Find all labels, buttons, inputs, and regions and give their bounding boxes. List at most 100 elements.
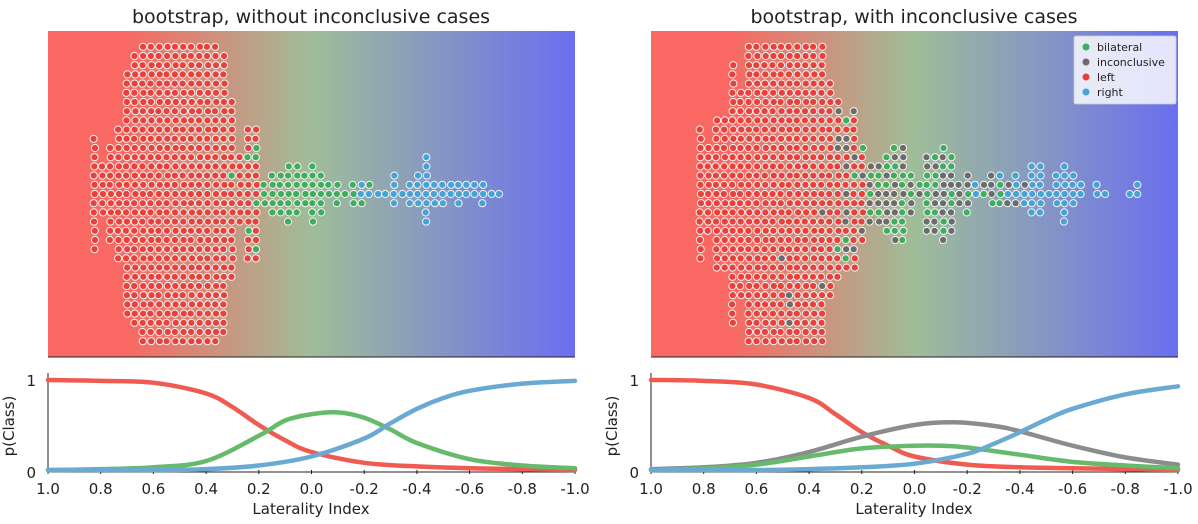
scatter-point-inconclusive (898, 143, 908, 153)
scatter-point-left (818, 51, 827, 61)
scatter-point-left (704, 171, 713, 180)
scatter-point-left (785, 263, 794, 272)
scatter-point-left (753, 51, 762, 61)
scatter-point-left (187, 61, 196, 70)
scatter-point-left (243, 125, 252, 134)
scatter-point-left (203, 199, 212, 208)
scatter-point-right (494, 189, 504, 199)
scatter-point-bilateral (930, 208, 940, 217)
scatter-point-left (695, 217, 704, 226)
scatter-point-left (187, 199, 196, 208)
scatter-point-bilateral (300, 180, 309, 189)
scatter-point-right (381, 189, 390, 199)
scatter-point-left (834, 217, 843, 226)
scatter-point-left (211, 88, 221, 97)
scatter-point-left (792, 309, 801, 318)
scatter-point-left (776, 162, 785, 171)
scatter-point-left (816, 272, 826, 281)
x-tick-label: 0.6 (141, 480, 165, 498)
scatter-point-left (195, 245, 204, 254)
scatter-point-left (131, 263, 140, 272)
scatter-point-left (776, 263, 786, 272)
scatter-point-left (761, 226, 770, 235)
scatter-point-left (728, 88, 737, 97)
scatter-point-left (712, 189, 721, 199)
scatter-point-left (122, 254, 131, 263)
scatter-point-left (801, 309, 811, 318)
scatter-point-left (737, 263, 746, 272)
scatter-point-left (801, 125, 810, 134)
scatter-point-left (761, 180, 770, 189)
scatter-point-left (760, 263, 769, 272)
scatter-point-left (98, 180, 107, 189)
scatter-point-left (736, 245, 746, 254)
scatter-point-left (810, 309, 819, 318)
scatter-point-bilateral (349, 189, 358, 199)
scatter-point-left (179, 327, 188, 337)
legend-label-inconclusive: inconclusive (1097, 56, 1165, 69)
scatter-point-right (1035, 208, 1045, 217)
scatter-point-left (203, 281, 212, 291)
scatter-point-left (825, 226, 834, 235)
scatter-point-bilateral (324, 189, 333, 199)
scatter-point-bilateral (357, 199, 366, 208)
scatter-point-left (728, 162, 737, 171)
scatter-point-left (179, 217, 188, 226)
scatter-point-left (752, 199, 761, 208)
scatter-point-left (203, 226, 212, 235)
scatter-point-left (800, 263, 810, 272)
scatter-point-left (800, 318, 810, 327)
scatter-point-left (849, 143, 859, 153)
scatter-point-left (695, 208, 704, 217)
scatter-point-right (422, 189, 431, 199)
scatter-point-bilateral (260, 189, 269, 199)
scatter-point-left (753, 153, 762, 162)
scatter-point-bilateral (996, 189, 1005, 199)
scatter-point-left (89, 208, 98, 217)
scatter-point-left (243, 189, 252, 199)
scatter-point-left (122, 88, 131, 97)
scatter-point-left (251, 254, 260, 263)
scatter-point-left (155, 70, 164, 79)
scatter-point-left (826, 162, 835, 171)
scatter-point-left (163, 51, 172, 61)
scatter-point-right (470, 180, 479, 189)
scatter-point-left (114, 245, 123, 254)
scatter-point-left (810, 226, 819, 235)
scatter-point-left (777, 107, 786, 116)
scatter-point-inconclusive (842, 208, 851, 217)
scatter-point-left (785, 162, 794, 171)
scatter-point-left (728, 309, 737, 318)
scatter-point-left (219, 134, 228, 143)
scatter-point-bilateral (252, 143, 261, 153)
scatter-point-left (704, 180, 713, 189)
scatter-point-left (704, 143, 713, 153)
scatter-point-left (131, 107, 140, 116)
scatter-point-left (130, 245, 139, 254)
scatter-point-left (171, 189, 180, 199)
scatter-point-left (155, 208, 164, 217)
scatter-point-left (850, 217, 859, 226)
scatter-point-bilateral (292, 189, 301, 199)
scatter-point-left (752, 107, 761, 116)
scatter-point-left (139, 51, 148, 61)
x-tick-label: -0.2 (953, 480, 982, 498)
scatter-point-left (728, 281, 737, 291)
scatter-point-left (194, 226, 204, 235)
scatter-point-left (178, 79, 187, 88)
scatter-point-bilateral (333, 180, 342, 189)
scatter-point-left (170, 180, 179, 189)
scatter-point-left (187, 125, 196, 134)
y-tick-0-right: 0 (629, 464, 639, 482)
scatter-point-left (186, 226, 196, 235)
scatter-point-right (1020, 199, 1029, 208)
scatter-point-right (413, 171, 423, 180)
scatter-point-bilateral (898, 208, 907, 217)
scatter-point-left (720, 235, 729, 245)
scatter-point-left (171, 199, 180, 208)
scatter-point-left (744, 97, 753, 107)
scatter-point-left (777, 153, 786, 162)
scatter-point-left (761, 97, 770, 107)
scatter-point-bilateral (995, 199, 1004, 208)
scatter-point-left (777, 143, 786, 153)
